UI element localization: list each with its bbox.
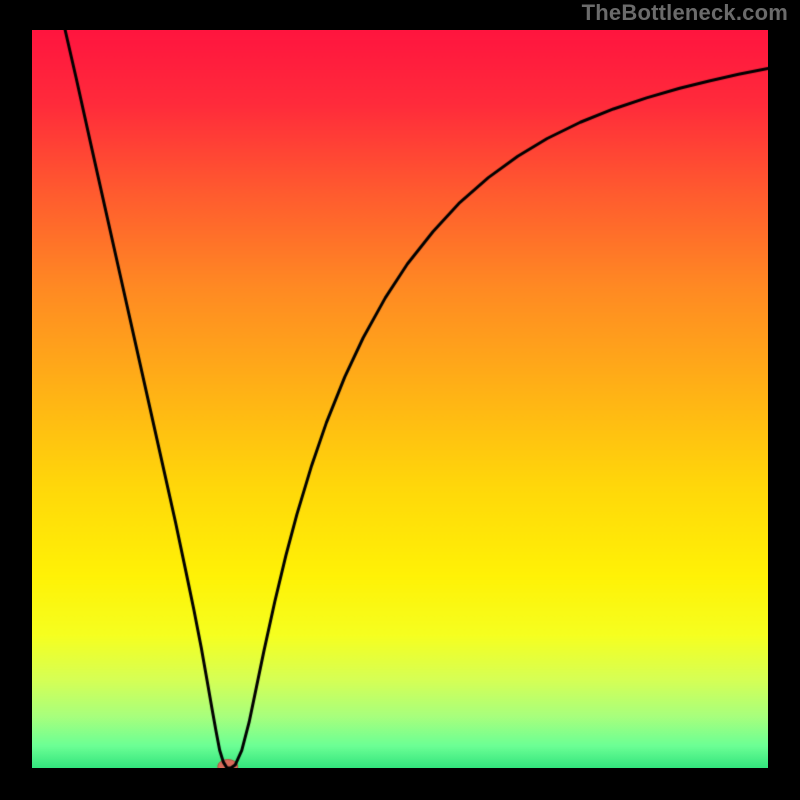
plot-area xyxy=(32,30,768,768)
watermark-text: TheBottleneck.com xyxy=(582,0,788,26)
figure-root: TheBottleneck.com xyxy=(0,0,800,800)
curve-layer xyxy=(32,30,768,768)
